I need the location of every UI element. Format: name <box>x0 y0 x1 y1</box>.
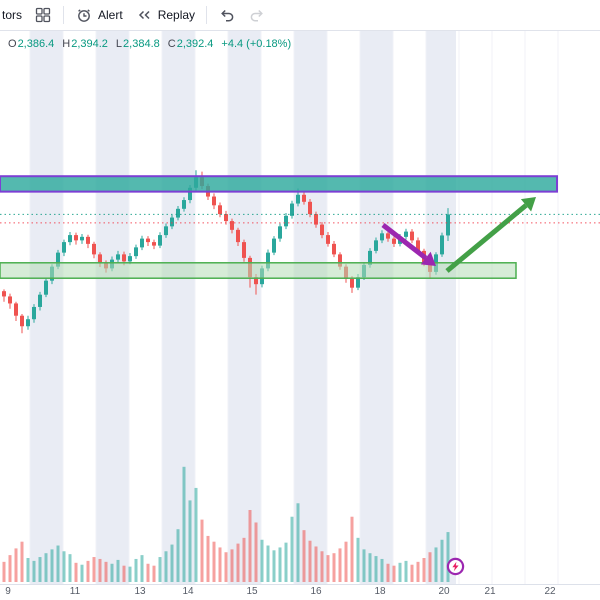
time-axis[interactable]: 9 11 13 14 15 16 18 20 21 22 <box>0 584 600 600</box>
redo-button[interactable] <box>242 2 272 28</box>
time-axis-label: 13 <box>134 586 146 597</box>
alarm-clock-icon <box>78 9 90 22</box>
time-axis-label: 22 <box>544 586 556 597</box>
lightning-icon <box>446 557 465 576</box>
time-axis-label: 16 <box>310 586 322 597</box>
grid-icon <box>35 7 51 23</box>
high-value: 2,394.2 <box>71 38 108 50</box>
low-label: L <box>115 38 123 50</box>
rewind-icon <box>138 10 150 20</box>
toolbar-separator <box>206 6 208 24</box>
toolbar-separator <box>63 6 65 24</box>
high-label: H <box>62 38 71 50</box>
low-value: 2,384.8 <box>123 38 160 50</box>
change-value: +4.4 (+0.18%) <box>221 38 292 50</box>
replay-label: Replay <box>157 8 196 22</box>
redo-arrow-icon <box>250 9 263 22</box>
time-axis-label: 9 <box>5 586 11 597</box>
lightning-badge[interactable] <box>446 557 465 576</box>
time-axis-label: 20 <box>438 586 450 597</box>
time-axis-label: 11 <box>69 586 81 597</box>
layout-grid-button[interactable] <box>28 2 58 28</box>
time-axis-label: 14 <box>182 586 194 597</box>
alert-label: Alert <box>98 8 123 22</box>
indicators-button[interactable]: tors <box>0 4 28 26</box>
replay-button[interactable]: Replay <box>129 2 201 28</box>
close-label: C <box>167 38 176 50</box>
ohlc-legend: O 2,386.4 H 2,394.2 L 2,384.8 C 2,392.4 +4.4… <box>8 38 291 50</box>
undo-arrow-icon <box>221 9 234 22</box>
close-value: 2,392.4 <box>176 38 214 50</box>
alert-button[interactable]: Alert <box>69 2 129 28</box>
time-axis-label: 21 <box>484 586 496 597</box>
time-axis-label: 15 <box>246 586 258 597</box>
open-value: 2,386.4 <box>17 38 55 50</box>
indicators-label: tors <box>2 8 23 22</box>
open-label: O <box>8 38 17 50</box>
undo-button[interactable] <box>212 2 242 28</box>
top-toolbar: tors Alert Replay <box>0 0 600 31</box>
time-axis-label: 18 <box>374 586 386 597</box>
